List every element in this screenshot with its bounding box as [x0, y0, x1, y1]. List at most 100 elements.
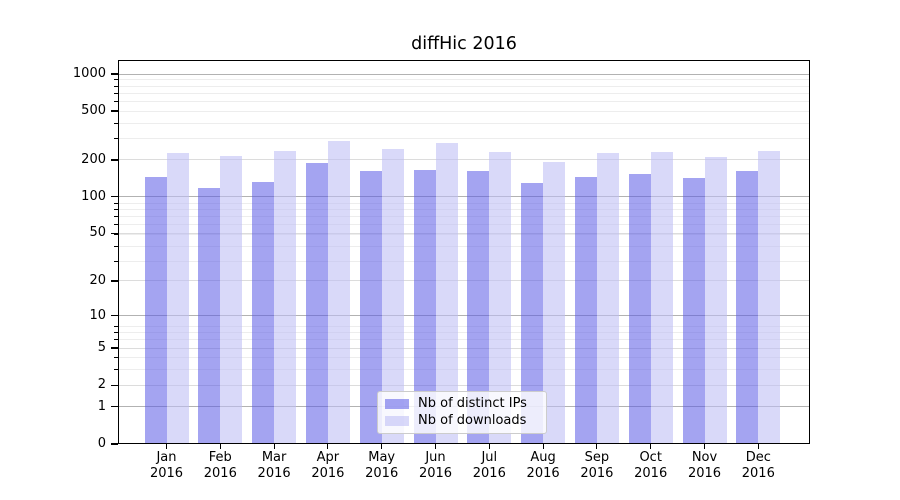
x-tick-6	[488, 444, 490, 449]
y-gridline-1000	[119, 73, 809, 75]
y-tick-20	[111, 280, 118, 282]
x-tick-label-10: Nov 2016	[687, 450, 722, 481]
y-gridline-200	[119, 159, 809, 161]
y-tick-minor-79	[114, 208, 118, 210]
bar-distinct-ips-feb-2016	[198, 188, 221, 444]
y-tick-label-0: 0	[97, 436, 106, 451]
x-tick-label-3: Apr 2016	[311, 450, 345, 481]
y-tick-label-100: 100	[81, 188, 106, 204]
y-tick-label-5: 5	[97, 340, 106, 356]
x-tick-3	[327, 444, 329, 449]
x-tick-11	[757, 444, 759, 449]
bar-downloads-sep-2016	[596, 153, 619, 444]
x-tick-label-0: Jan 2016	[149, 450, 184, 481]
x-tick-label-8: Sep 2016	[580, 450, 614, 481]
y-gridline-minor-399	[119, 122, 809, 124]
x-tick-8	[596, 444, 598, 449]
legend: Nb of distinct IPs Nb of downloads	[377, 391, 547, 434]
y-gridline-minor-59	[119, 224, 809, 226]
y-tick-minor-399	[114, 122, 118, 124]
x-tick-2	[273, 444, 275, 449]
y-tick-minor-7	[114, 332, 118, 334]
y-tick-minor-699	[114, 92, 118, 94]
legend-swatch-downloads	[385, 416, 409, 426]
bar-distinct-ips-mar-2016	[252, 182, 275, 444]
x-tick-label-5: Jun 2016	[418, 450, 453, 481]
y-tick-minor-6	[114, 339, 118, 341]
bar-downloads-nov-2016	[704, 156, 727, 444]
y-gridline-50	[119, 232, 809, 234]
y-tick-label-1: 1	[97, 398, 106, 414]
y-gridline-2	[119, 384, 809, 386]
bar-distinct-ips-nov-2016	[682, 177, 705, 444]
y-tick-200	[111, 159, 118, 161]
legend-row-distinct-ips: Nb of distinct IPs	[385, 397, 539, 411]
y-gridline-minor-79	[119, 208, 809, 210]
y-gridline-minor-39	[119, 245, 809, 247]
x-tick-label-9: Oct 2016	[634, 450, 668, 481]
x-tick-1	[219, 444, 221, 449]
y-gridline-minor-89	[119, 202, 809, 204]
y-tick-10	[111, 314, 118, 317]
y-tick-minor-39	[114, 245, 118, 247]
y-tick-label-20: 20	[89, 272, 106, 288]
x-tick-label-1: Feb 2016	[203, 450, 237, 481]
y-tick-5	[111, 347, 118, 349]
x-tick-label-4: May 2016	[365, 450, 399, 481]
y-gridline-minor-69	[119, 215, 809, 217]
y-tick-minor-599	[114, 100, 118, 102]
y-tick-minor-29	[114, 261, 118, 263]
y-tick-1000	[111, 73, 118, 75]
x-tick-0	[165, 444, 168, 449]
y-gridline-minor-899	[119, 79, 809, 81]
bar-distinct-ips-jan-2016	[144, 177, 167, 444]
bar-downloads-mar-2016	[274, 150, 297, 444]
y-gridline-100	[119, 196, 809, 198]
legend-swatch-distinct-ips	[385, 399, 409, 409]
y-tick-label-50: 50	[89, 225, 106, 241]
bar-distinct-ips-may-2016	[359, 171, 382, 444]
y-gridline-minor-599	[119, 100, 809, 102]
bar-downloads-jun-2016	[435, 143, 458, 444]
x-tick-label-7: Aug 2016	[526, 450, 560, 481]
bar-distinct-ips-dec-2016	[736, 170, 759, 444]
y-gridline-minor-799	[119, 85, 809, 87]
bar-distinct-ips-jul-2016	[467, 170, 490, 444]
x-tick-label-6: Jul 2016	[472, 450, 506, 481]
bar-distinct-ips-apr-2016	[305, 162, 328, 444]
bar-downloads-oct-2016	[650, 152, 673, 444]
y-tick-minor-3	[114, 369, 118, 371]
x-tick-5	[434, 444, 437, 449]
y-gridline-minor-499	[119, 110, 809, 112]
y-gridline-minor-29	[119, 261, 809, 263]
chart-title: diffHic 2016	[411, 34, 517, 54]
y-tick-label-200: 200	[81, 151, 106, 167]
y-gridline-minor-699	[119, 92, 809, 94]
y-gridline-minor-7	[119, 332, 809, 334]
bar-downloads-may-2016	[381, 149, 404, 444]
y-tick-minor-799	[114, 85, 118, 87]
y-tick-minor-49	[114, 233, 118, 235]
y-tick-minor-89	[114, 202, 118, 204]
bar-downloads-jul-2016	[489, 152, 512, 444]
y-tick-label-2: 2	[97, 377, 106, 393]
y-gridline-minor-3	[119, 369, 809, 371]
y-gridline-minor-4	[119, 357, 809, 359]
y-tick-0	[111, 443, 118, 445]
bar-downloads-jan-2016	[166, 153, 189, 444]
x-tick-9	[650, 444, 652, 449]
bar-distinct-ips-oct-2016	[628, 173, 651, 444]
legend-label-downloads: Nb of downloads	[418, 413, 527, 428]
bar-downloads-apr-2016	[327, 140, 350, 444]
y-gridline-10	[119, 315, 809, 317]
legend-label-distinct-ips: Nb of distinct IPs	[418, 396, 527, 411]
y-gridline-minor-6	[119, 339, 809, 341]
y-tick-minor-499	[114, 110, 118, 112]
x-tick-7	[542, 444, 544, 449]
bar-distinct-ips-sep-2016	[574, 177, 597, 444]
y-gridline-20	[119, 280, 809, 282]
x-tick-10	[703, 444, 706, 449]
y-tick-label-1000: 1000	[72, 66, 106, 81]
x-tick-4	[381, 444, 383, 449]
